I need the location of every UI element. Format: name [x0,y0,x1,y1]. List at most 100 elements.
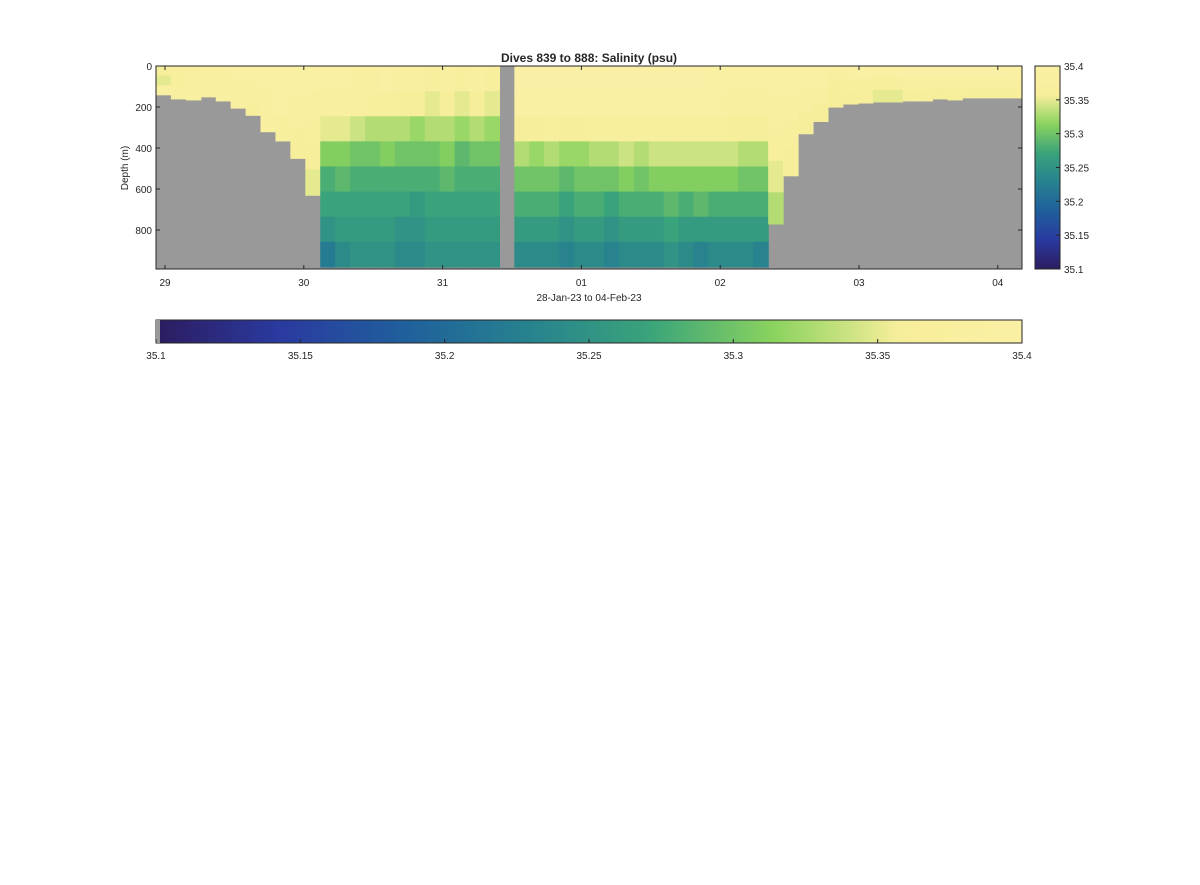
salinity-cell [693,66,710,92]
profile-column [424,66,441,268]
salinity-cell [618,216,635,243]
salinity-cell [409,191,426,218]
salinity-cell [484,191,501,218]
profile-column [469,66,486,268]
profile-column [335,66,351,268]
salinity-cell [394,166,411,193]
salinity-cell [708,191,724,218]
salinity-cell [409,116,426,142]
salinity-cell [932,66,948,78]
salinity-cell [335,66,351,92]
salinity-cell [305,66,321,93]
salinity-cell [394,116,411,142]
salinity-cell [783,93,799,122]
salinity-cell [917,89,934,102]
y-axis-label: Depth (m) [120,146,131,190]
salinity-cell [379,216,396,243]
salinity-cell [454,191,471,218]
salinity-cell [648,116,665,142]
profile-column [693,66,710,268]
salinity-cell [469,66,486,92]
salinity-cell [812,84,829,104]
salinity-cell [603,116,620,142]
salinity-cell [827,93,844,108]
salinity-cell [350,191,366,218]
salinity-cell [439,66,456,92]
salinity-cell [439,91,456,117]
profile-column [798,66,814,135]
salinity-cell [798,66,814,90]
salinity-cell [768,97,784,130]
salinity-cell [379,66,396,92]
salinity-cell [768,66,784,99]
profile-column [589,66,605,268]
salinity-cell [424,241,441,268]
salinity-cell [544,66,560,92]
profile-column [574,66,590,268]
profile-column [290,66,306,159]
salinity-cell [708,116,724,142]
salinity-cell [320,216,336,243]
profile-column [260,66,277,133]
salinity-cell [678,91,695,117]
profile-column [454,66,471,268]
salinity-cell [589,91,605,117]
salinity-cell [260,109,277,133]
salinity-cell [439,191,456,218]
salinity-cell [693,166,710,193]
salinity-cell [156,85,172,96]
salinity-cell [305,169,321,196]
colorbar-tick-label: 35.2 [1064,197,1084,208]
salinity-cell [977,87,993,99]
salinity-cell [798,88,814,112]
profile-column [350,66,366,268]
salinity-cell [842,91,859,105]
salinity-cell [753,91,769,117]
profile-column [887,66,904,103]
salinity-cell [260,87,277,111]
salinity-cell [559,91,575,117]
salinity-cell [857,78,874,92]
profile-column [379,66,396,268]
salinity-cell [589,241,605,268]
salinity-cell [335,216,351,243]
salinity-cell [603,241,620,268]
y-tick-label: 400 [135,144,152,155]
salinity-cell [887,89,904,103]
salinity-cell [783,66,799,95]
salinity-cell [783,148,799,177]
salinity-cell [439,216,456,243]
salinity-cell [484,166,501,193]
salinity-cell [290,96,306,129]
salinity-cell [320,66,336,92]
salinity-cell [275,115,291,142]
salinity-cell [454,141,471,168]
salinity-cell [633,166,650,193]
salinity-cell [200,86,217,98]
salinity-cell [424,116,441,142]
salinity-cell [947,77,963,90]
y-tick-label: 0 [146,62,152,73]
salinity-cell [663,166,680,193]
salinity-cell [439,141,456,168]
salinity-cell [514,91,530,117]
salinity-cell [1007,76,1023,88]
salinity-cell [574,91,590,117]
profile-column [394,66,411,268]
profile-column [529,66,545,268]
salinity-cell [305,91,321,119]
salinity-cell [305,143,321,170]
profile-column [842,66,859,105]
salinity-cell [544,191,560,218]
salinity-cell [454,216,471,243]
main-axis-ticks: 29 30 31 01 02 03 04 0 200 400 600 800 [135,62,1022,289]
y-tick-label: 200 [135,103,152,114]
salinity-cell [887,66,904,79]
salinity-cell [424,141,441,168]
salinity-cell [245,98,262,116]
salinity-cell [514,216,530,243]
salinity-cell [185,77,202,90]
salinity-cell [992,66,1008,78]
profile-column [544,66,560,268]
